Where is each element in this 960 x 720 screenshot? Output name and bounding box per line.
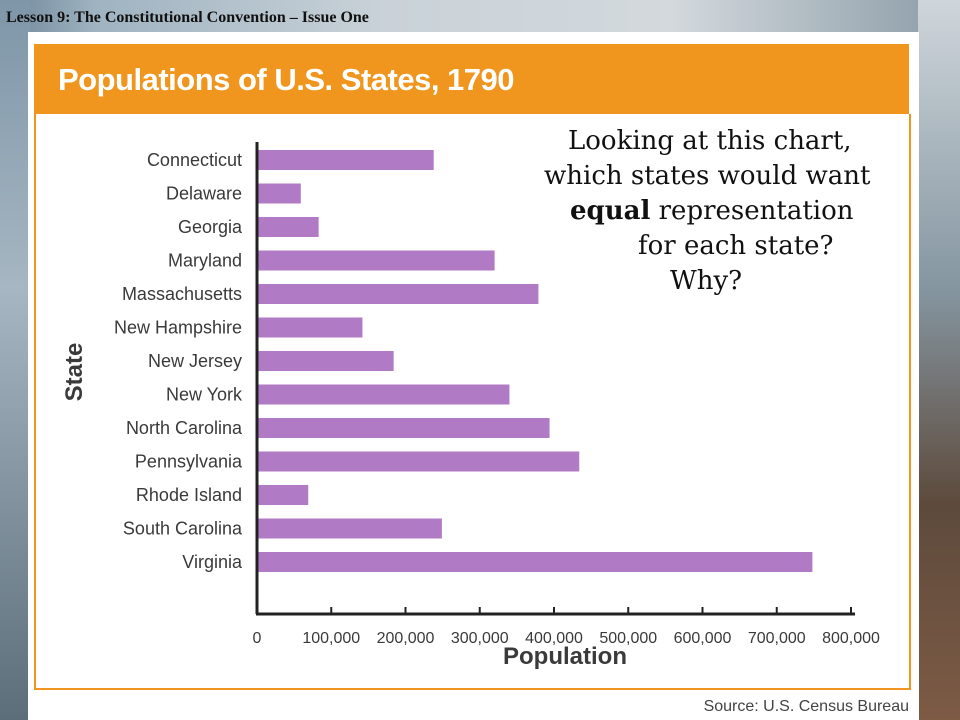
x-tick-label: 200,000 bbox=[377, 630, 435, 647]
question-text: Looking at this chart, which states woul… bbox=[520, 124, 900, 299]
x-tick-label: 500,000 bbox=[599, 630, 657, 647]
category-label: South Carolina bbox=[123, 519, 243, 539]
bar bbox=[257, 518, 442, 539]
bar bbox=[257, 552, 813, 572]
bar bbox=[257, 150, 434, 170]
x-tick-label: 700,000 bbox=[748, 630, 806, 647]
category-label: North Carolina bbox=[126, 418, 243, 438]
x-tick-label: 300,000 bbox=[451, 630, 509, 647]
x-tick-label: 100,000 bbox=[302, 630, 360, 647]
bar bbox=[257, 418, 550, 438]
question-line-2: which states would want bbox=[544, 161, 871, 191]
lesson-title: Lesson 9: The Constitutional Convention … bbox=[6, 9, 369, 26]
chart-panel: Populations of U.S. States, 1790 Connect… bbox=[28, 32, 919, 720]
question-line-4: for each state? bbox=[638, 231, 834, 261]
x-tick-label: 400,000 bbox=[525, 630, 583, 647]
bar bbox=[257, 451, 580, 472]
y-axis-title: State bbox=[61, 343, 88, 402]
chart-title: Populations of U.S. States, 1790 bbox=[58, 62, 515, 97]
question-line-3-rest: representation bbox=[650, 196, 854, 226]
category-label: Pennsylvania bbox=[135, 452, 243, 472]
background-photo-right bbox=[918, 0, 960, 720]
question-emphasis: equal bbox=[570, 196, 651, 226]
x-tick-label: 0 bbox=[253, 630, 262, 647]
category-label: Rhode Island bbox=[136, 485, 242, 505]
category-label: New Jersey bbox=[148, 351, 242, 371]
background-photo-left bbox=[0, 0, 30, 720]
category-label: Maryland bbox=[168, 251, 242, 271]
category-label: Connecticut bbox=[147, 150, 242, 170]
category-label: New Hampshire bbox=[114, 318, 242, 338]
chart-frame bbox=[34, 114, 911, 690]
bar bbox=[257, 217, 319, 237]
bar bbox=[257, 317, 363, 338]
x-tick-label: 800,000 bbox=[822, 630, 880, 647]
question-line-1: Looking at this chart, bbox=[568, 126, 852, 156]
chart-header: Populations of U.S. States, 1790 bbox=[34, 44, 909, 114]
bar bbox=[257, 384, 510, 405]
x-axis-title: Population bbox=[503, 643, 627, 670]
x-tick-label: 600,000 bbox=[674, 630, 732, 647]
category-label: Delaware bbox=[166, 184, 242, 204]
bar bbox=[257, 250, 495, 271]
category-label: Georgia bbox=[178, 217, 243, 237]
bar bbox=[257, 485, 309, 505]
bar bbox=[257, 351, 394, 371]
bar bbox=[257, 183, 301, 204]
chart-source: Source: U.S. Census Bureau bbox=[703, 698, 909, 715]
bar-chart: Connecticut Delaware Georgia Maryland Massac… bbox=[61, 142, 880, 670]
category-label: Virginia bbox=[182, 552, 243, 572]
bar bbox=[257, 284, 539, 304]
category-label: New York bbox=[166, 385, 243, 405]
question-line-3: equal representation bbox=[520, 194, 900, 229]
category-label: Massachusetts bbox=[122, 284, 242, 304]
question-line-5: Why? bbox=[670, 266, 743, 296]
